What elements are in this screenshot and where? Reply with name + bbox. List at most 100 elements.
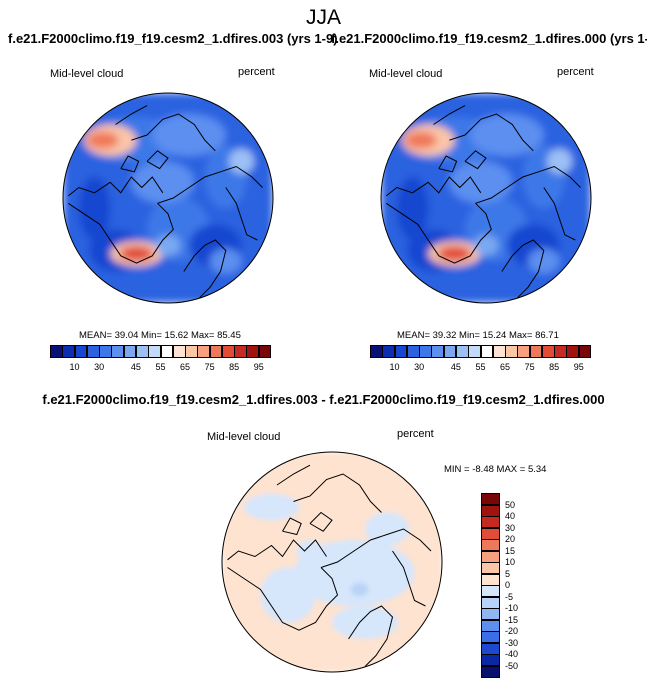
colorbar-segment [481,631,500,643]
colorbar-segment [554,345,567,358]
colorbar-segment [505,345,518,358]
colorbar-segment [431,345,445,358]
colorbar-segment [481,539,500,551]
colorbar-tick-label: 30 [505,522,516,533]
colorbar-segment [62,345,76,358]
colorbar-segment [529,345,543,358]
diff-title: f.e21.F2000climo.f19_f19.cesm2_1.dfires.… [42,392,605,407]
colorbar-tick-label: 55 [475,362,486,372]
colorbar-tick-label: 45 [450,362,461,372]
colorbar-tick-label: 10 [389,362,400,372]
colorbar-segment [234,345,247,358]
colorbar-segment [481,654,500,666]
colorbar-segment [578,345,592,358]
colorbar-tick-label: 10 [505,557,516,567]
colorbar-tick-label: 95 [573,362,584,372]
diff-polar-map [221,451,443,673]
colorbar-segment [209,345,223,358]
colorbar-segment [517,345,531,358]
colorbar-tick-label: -30 [505,637,519,648]
right-polar-map [380,92,592,304]
colorbar-segment [481,585,500,597]
colorbar-segment [481,562,500,574]
colorbar-segment [481,642,500,655]
colorbar-segment [481,608,500,620]
colorbar-segment [481,619,500,632]
colorbar-segment [246,345,260,358]
left-units-label: percent [238,66,275,78]
colorbar-segment [481,550,500,563]
left-polar-map [62,92,274,304]
colorbar-tick-label: 5 [505,568,511,579]
diff-units-label: percent [397,428,434,440]
colorbar-tick-label: 95 [253,362,264,372]
colorbar-segment [221,345,235,358]
colorbar-segment [74,345,88,358]
colorbar-tick-label: 85 [229,362,240,372]
colorbar-segment [419,345,432,358]
colorbar-segment [185,345,198,358]
colorbar-tick-label: 40 [505,511,516,521]
colorbar-tick-label: 55 [155,362,166,372]
left-colorbar [50,345,272,358]
right-variable-label: Mid-level cloud [369,68,443,80]
colorbar-tick-label: 65 [500,362,511,372]
colorbar-segment [566,345,580,358]
right-stats: MEAN= 39.32 Min= 15.24 Max= 86.71 [397,330,559,341]
colorbar-segment [468,345,481,358]
colorbar-tick-label: 65 [180,362,191,372]
colorbar-segment [135,345,149,358]
colorbar-tick-label: -50 [505,660,519,671]
left-stats: MEAN= 39.04 Min= 15.62 Max= 85.45 [79,330,241,341]
colorbar-tick-label: -10 [505,603,519,613]
colorbar-segment [370,345,383,358]
colorbar-tick-label: -40 [505,649,519,659]
colorbar-tick-label: 30 [414,362,425,372]
colorbar-segment [86,345,100,358]
colorbar-segment [443,345,457,358]
left-case-title: f.e21.F2000climo.f19_f19.cesm2_1.dfires.… [8,31,338,46]
colorbar-segment [455,345,469,358]
right-colorbar [370,345,592,358]
colorbar-tick-label: 30 [94,362,105,372]
colorbar-tick-label: 0 [505,580,511,590]
colorbar-segment [481,573,500,586]
diff-colorbar [481,493,500,678]
colorbar-tick-label: -5 [505,591,514,602]
colorbar-tick-label: 20 [505,534,516,544]
colorbar-tick-label: -20 [505,626,519,636]
colorbar-segment [197,345,211,358]
diff-stats: MIN = -8.48 MAX = 5.34 [444,464,547,475]
right-case-title: f.e21.F2000climo.f19_f19.cesm2_1.dfires.… [331,31,647,46]
colorbar-segment [481,504,500,517]
colorbar-segment [541,345,555,358]
colorbar-segment [481,493,500,505]
colorbar-tick-label: 50 [505,499,516,510]
colorbar-tick-label: 75 [204,362,215,372]
colorbar-tick-label: 15 [505,545,516,556]
colorbar-segment [492,345,506,358]
colorbar-tick-label: 85 [549,362,560,372]
main-title: JJA [305,6,341,29]
colorbar-tick-label: 45 [130,362,141,372]
colorbar-segment [99,345,112,358]
right-units-label: percent [557,66,594,78]
colorbar-segment [50,345,63,358]
colorbar-segment [481,665,500,678]
colorbar-segment [481,527,500,540]
colorbar-segment [406,345,420,358]
colorbar-segment [258,345,272,358]
colorbar-segment [123,345,137,358]
colorbar-tick-label: 75 [524,362,535,372]
colorbar-segment [382,345,396,358]
colorbar-segment [160,345,174,358]
colorbar-segment [394,345,408,358]
colorbar-segment [481,516,500,528]
colorbar-segment [111,345,125,358]
colorbar-segment [148,345,161,358]
colorbar-tick-label: -15 [505,614,519,625]
colorbar-segment [480,345,494,358]
diff-variable-label: Mid-level cloud [207,431,281,443]
left-variable-label: Mid-level cloud [50,68,124,80]
colorbar-segment [481,596,500,609]
